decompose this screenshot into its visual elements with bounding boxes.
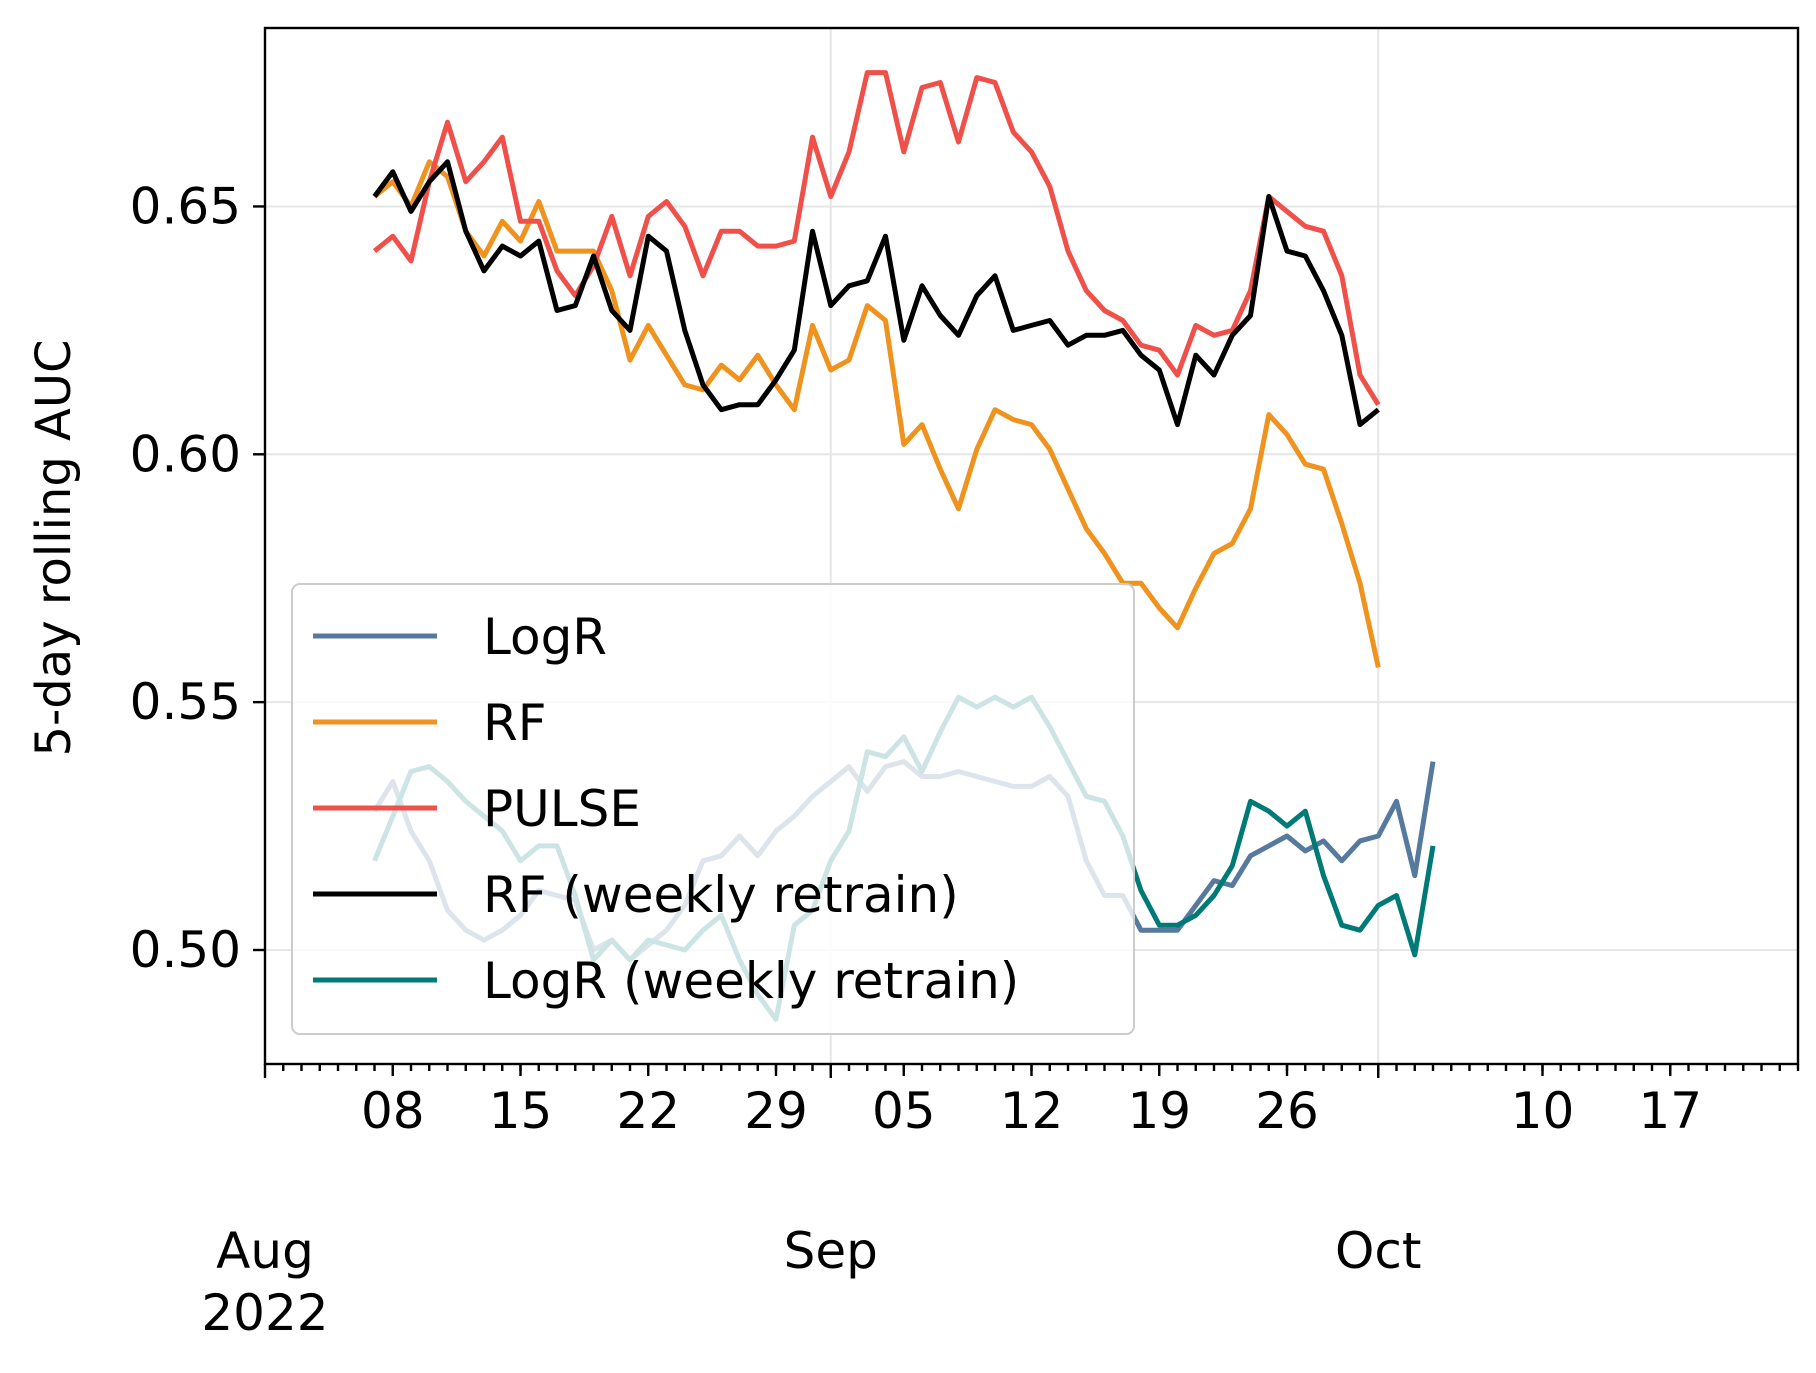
legend-label: RF	[483, 694, 547, 752]
legend-label: RF (weekly retrain)	[483, 866, 959, 924]
y-axis-label: 5-day rolling AUC	[26, 339, 82, 756]
y-tick-label: 0.65	[130, 177, 241, 235]
x-year-label: 2022	[201, 1284, 328, 1342]
x-day-label: 17	[1638, 1082, 1702, 1140]
x-day-label: 08	[361, 1082, 425, 1140]
x-month-label: Sep	[784, 1222, 878, 1280]
x-day-label: 19	[1127, 1082, 1191, 1140]
legend: LogR RF PULSE RF (weekly retrain) LogR (week…	[291, 583, 1135, 1035]
series-line-pulse	[372, 70, 1381, 407]
x-month-label: Aug	[216, 1222, 314, 1280]
legend-label: PULSE	[483, 780, 641, 838]
x-day-label: 15	[489, 1082, 553, 1140]
legend-box	[291, 583, 1135, 1035]
x-day-label: 12	[1000, 1082, 1064, 1140]
y-tick-label: 0.60	[130, 425, 241, 483]
legend-label: LogR (weekly retrain)	[483, 952, 1019, 1010]
axes: 0.50 0.55 0.60 0.65 08 15 22 29 05 12 19 26 10 17 Aug2…	[130, 26, 1800, 1342]
x-day-label: 22	[616, 1082, 680, 1140]
series-line-rf-weekly-retrain	[372, 159, 1380, 428]
legend-label: LogR	[483, 608, 607, 666]
y-tick-label: 0.50	[130, 921, 241, 979]
x-day-label: 10	[1511, 1082, 1575, 1140]
x-day-label: 26	[1255, 1082, 1319, 1140]
series-line-rf	[372, 159, 1381, 668]
x-month-label: Oct	[1335, 1222, 1421, 1280]
y-tick-label: 0.55	[130, 673, 241, 731]
x-day-label: 05	[872, 1082, 936, 1140]
x-day-label: 29	[744, 1082, 808, 1140]
